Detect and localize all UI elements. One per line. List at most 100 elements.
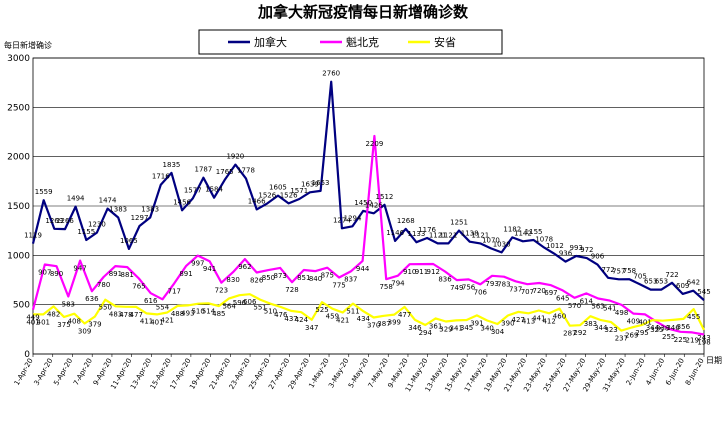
data-label: 409 [627,318,640,326]
data-label: 1138 [461,230,479,238]
x-tick-label: 7-Apr-20 [72,357,94,387]
data-label: 488 [171,310,184,318]
data-label: 653 [655,278,668,286]
data-label: 720 [533,287,546,295]
data-label: 563 [591,302,604,310]
data-label: 1577 [184,186,202,194]
data-label: 329 [439,326,452,334]
y-tick-label: 0 [24,350,30,360]
data-label: 309 [78,328,91,336]
data-label: 1294 [344,214,362,222]
data-label: 295 [635,329,648,337]
data-label: 723 [215,287,228,295]
data-label: 269 [625,331,638,339]
data-label: 836 [438,276,452,284]
data-label: 510 [264,308,277,316]
data-label: 551 [253,304,266,312]
data-label: 379 [88,321,101,329]
data-label: 401 [150,318,163,326]
data-label: 722 [665,271,678,279]
data-label: 325 [650,326,663,334]
data-label: 1653 [312,179,330,187]
data-label: 1065 [120,237,138,245]
data-label: 411 [140,317,153,325]
data-label: 421 [161,316,174,324]
data-label: 1526 [280,191,298,199]
data-label: 1474 [99,197,117,205]
axes: 0 500 1000 1500 2000 2500 3000 1-Apr-203-Apr-20… [7,54,706,393]
data-label: 341 [450,324,463,332]
data-label: 356 [677,323,691,331]
legend-label: 加拿大 [254,35,287,49]
data-label: 198 [697,338,710,346]
data-label: 616 [144,297,158,305]
data-label: 837 [344,275,357,283]
data-label: 510 [191,308,204,316]
data-label: 292 [573,329,586,337]
data-label: 1121 [429,231,447,239]
data-label: 545 [697,288,710,296]
data-label: 455 [687,313,700,321]
data-label: 361 [429,322,442,330]
data-label: 783 [497,281,510,289]
data-label: 570 [568,302,581,310]
y-tick-label: 2500 [7,103,30,113]
data-label: 401 [37,318,50,326]
legend-label: 安省 [434,35,456,49]
data-label: 1274 [333,216,351,224]
data-labels: 1119155912691266149411551230147413831065… [24,70,711,347]
data-label: 875 [321,272,334,280]
data-label: 1176 [418,226,436,234]
data-label: 1230 [88,221,106,229]
data-label: 370 [367,321,380,329]
series-line-2 [33,293,705,332]
data-label: 653 [644,278,657,286]
y-tick-label: 3000 [7,54,30,64]
y-tick-label: 500 [13,301,30,311]
data-label: 936 [559,250,573,258]
data-label: 891 [109,270,122,278]
data-label: 793 [485,280,498,288]
data-label: 851 [297,274,310,282]
data-label: 390 [501,320,514,328]
data-label: 1182 [503,225,521,233]
data-label: 237 [615,335,628,343]
data-label: 1512 [376,193,394,201]
data-label: 421 [336,316,349,324]
data-label: 1450 [354,199,372,207]
data-label: 346 [408,324,422,332]
legend-label: 魁北克 [346,35,379,49]
data-label: 304 [491,328,505,336]
data-label: 706 [474,288,488,296]
data-label: 1716 [152,173,170,181]
data-label: 485 [212,310,225,318]
data-label: 401 [26,318,39,326]
data-label: 737 [509,285,522,293]
data-label: 850 [262,274,275,282]
data-label: 947 [73,265,86,273]
data-label: 910 [403,268,416,276]
data-label: 830 [226,276,239,284]
data-label: 2209 [365,140,383,148]
y-axis-label: 每日新增确诊 [4,40,52,50]
data-label: 1119 [24,232,42,240]
series-lines [31,80,705,336]
data-label: 972 [580,246,593,254]
data-label: 344 [646,324,660,332]
y-tick-label: 1500 [7,202,30,212]
data-label: 826 [250,277,264,285]
x-tick-label: 6-Jun-20 [664,357,686,387]
data-label: 697 [544,289,557,297]
data-label: 1251 [450,219,468,227]
data-label: 346 [666,324,680,332]
data-label: 554 [156,303,170,311]
data-label: 427 [511,316,524,324]
data-label: 911 [415,268,428,276]
data-label: 1266 [56,217,74,225]
data-label: 225 [674,336,687,344]
data-label: 1030 [493,240,511,248]
data-label: 962 [238,263,251,271]
data-label: 493 [181,309,194,317]
data-label: 347 [305,324,318,332]
data-label: 514 [202,307,216,315]
